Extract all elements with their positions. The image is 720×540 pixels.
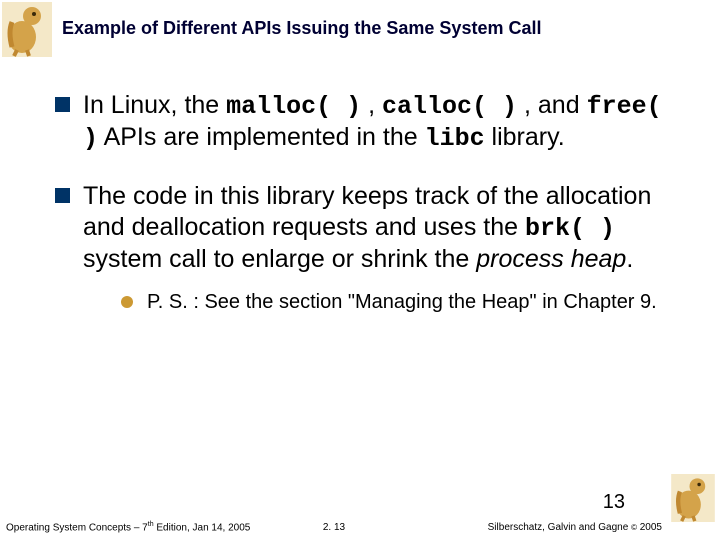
slide-footer: Operating System Concepts – 7th Edition,… [0, 518, 720, 536]
slide-title: Example of Different APIs Issuing the Sa… [62, 18, 710, 39]
footer-center: 2. 13 [303, 522, 365, 533]
emphasis-process-heap: process heap [476, 245, 626, 273]
footer-right-text-b: 2005 [637, 522, 662, 533]
text: library. [485, 123, 565, 151]
slide-content: In Linux, the malloc( ) , calloc( ) , an… [55, 90, 690, 341]
dinosaur-icon-top [2, 2, 52, 57]
footer-left-text-b: Edition, Jan 14, 2005 [154, 522, 251, 533]
text: system call to enlarge or shrink the [83, 245, 476, 273]
text: . [626, 245, 633, 273]
code-malloc: malloc( ) [226, 92, 361, 121]
footer-left-text-a: Operating System Concepts – 7 [6, 522, 148, 533]
text: , [361, 91, 382, 119]
sub-bullet-ps: P. S. : See the section "Managing the He… [121, 289, 690, 315]
code-libc: libc [425, 124, 485, 153]
code-calloc: calloc( ) [382, 92, 517, 121]
dinosaur-icon-bottom [669, 474, 717, 522]
text: APIs are implemented in the [98, 123, 425, 151]
footer-right-text-a: Silberschatz, Galvin and Gagne [488, 522, 631, 533]
code-brk: brk( ) [525, 214, 615, 243]
text: , and [517, 91, 587, 119]
footer-right: Silberschatz, Galvin and Gagne © 2005 [365, 522, 714, 533]
bullet-item-1: In Linux, the malloc( ) , calloc( ) , an… [55, 90, 690, 155]
bullet-item-2: The code in this library keeps track of … [55, 181, 690, 316]
footer-left: Operating System Concepts – 7th Edition,… [6, 521, 303, 533]
page-number-large: 13 [603, 491, 625, 514]
text: In Linux, the [83, 91, 226, 119]
